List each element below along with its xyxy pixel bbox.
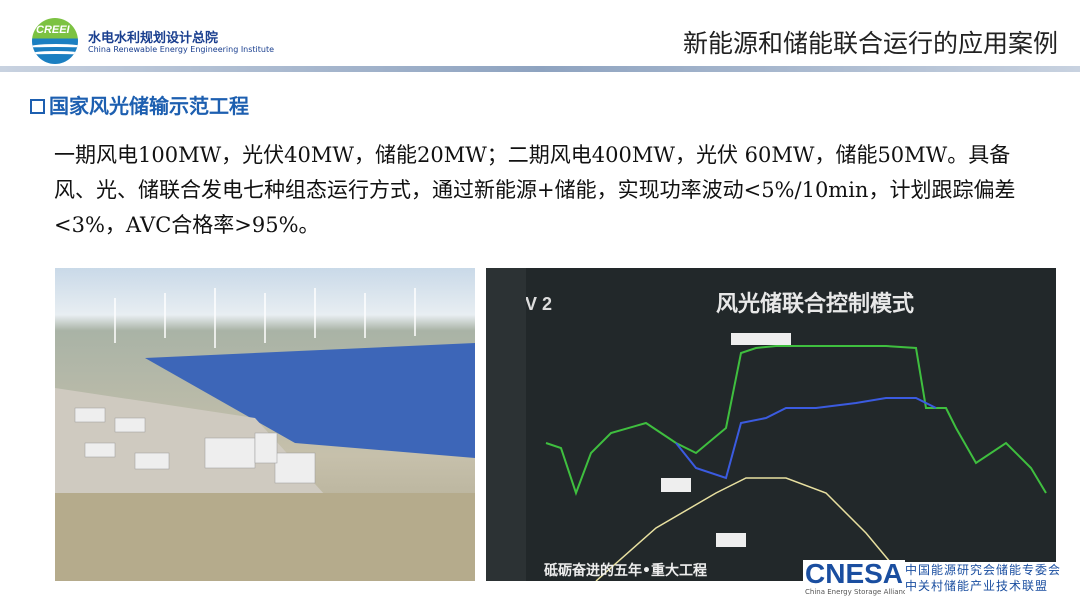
wind-solar-plant-rendering [55,268,475,581]
wind-curve [675,397,937,480]
wind-solar-storage-curve [545,345,1047,496]
cnesa-english-name: China Energy Storage Alliance [805,588,912,596]
cnesa-logo: CNESA [803,558,906,589]
header-divider [0,66,1080,72]
section-heading: 国家风光储输示范工程 [30,90,249,119]
slide-title: 新能源和储能联合运行的应用案例 [682,29,1058,58]
tv-chart-title: 风光储联合控制模式 [716,292,915,317]
org-name-cn: 水电水利规划设计总院 [88,31,219,46]
plant-illustration [55,288,475,581]
tv-screenshot-control-chart: CCTV 2 风光储联合控制模式 砥砺奋进的五年•重大工程 [486,268,1056,581]
power-curves [486,268,1047,581]
tv-caption: 砥砺奋进的五年•重大工程 [544,563,707,579]
body-text: 一期风电100MW，光伏40MW，储能20MW；二期风电400MW，光伏 60M… [54,143,1016,237]
checkbox-bullet-icon [30,99,45,114]
solar-curve [595,477,907,581]
cnesa-chinese-name: 中国能源研究会储能专委会 中关村储能产业技术联盟 [905,562,1062,594]
org-name-en: China Renewable Energy Engineering Insti… [88,45,275,54]
creei-logo: CREEI [32,18,78,64]
